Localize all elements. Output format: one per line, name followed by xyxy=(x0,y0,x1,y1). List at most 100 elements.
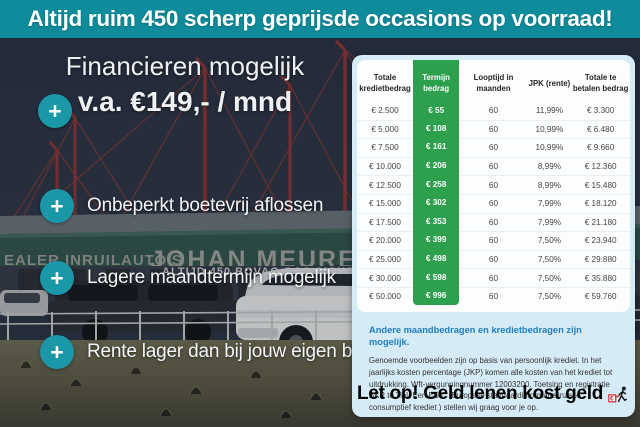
cell-termijnbedrag: € 598 xyxy=(425,272,447,282)
cell-termijnbedrag: € 108 xyxy=(425,123,447,133)
cell-looptijd: 60 xyxy=(488,106,499,116)
cell-jkp: 8,99% xyxy=(527,175,572,194)
cell-jkp: 7,99% xyxy=(527,212,572,232)
cell-kredietbedrag: € 2.500 xyxy=(371,106,399,116)
cell-termijnbedrag: € 498 xyxy=(425,254,447,264)
footer-disclaimer: Genoemde voorbeelden zijn op basis van p… xyxy=(369,356,613,412)
table-row: € 15.000 € 302 60 7,99% € 18.120 xyxy=(357,193,630,213)
table-row: € 50.000 € 996 60 7,50% € 59.760 xyxy=(357,286,630,306)
promo-bullet: + Lagere maandtermijn mogelijk xyxy=(40,261,336,295)
table-row: € 7.500 € 161 60 10,99% € 9.660 xyxy=(357,138,630,157)
promo-bullet: + Onbeperkt boetevrij aflossen xyxy=(40,189,323,223)
table-header: Totale kredietbedrag Termijn bedrag Loop… xyxy=(357,60,630,102)
cell-kredietbedrag: € 5.000 xyxy=(357,119,413,139)
cell-kredietbedrag: € 17.500 xyxy=(357,212,413,232)
cell-looptijd: 60 xyxy=(459,138,528,157)
cell-kredietbedrag: € 7.500 xyxy=(357,138,413,157)
cell-jkp: 11,99% xyxy=(535,106,564,116)
cell-totaal: € 35.880 xyxy=(571,268,630,287)
footer-highlight: Andere maandbedragen en kredietbedragen … xyxy=(369,325,582,348)
banner-text: Altijd ruim 450 scherp geprijsde occasio… xyxy=(27,6,613,31)
cell-termijnbedrag: € 258 xyxy=(425,179,447,189)
cell-looptijd: 60 xyxy=(459,193,528,213)
cell-kredietbedrag: € 25.000 xyxy=(357,249,413,269)
cell-looptijd: 60 xyxy=(459,212,528,232)
cell-jkp: 7,50% xyxy=(527,231,572,250)
cell-totaal: € 3.300 xyxy=(586,106,615,116)
cell-jkp: 7,99% xyxy=(527,193,572,213)
cell-jkp: 7,50% xyxy=(527,286,572,306)
cell-kredietbedrag: € 12.500 xyxy=(357,175,413,194)
promo-bullet: + Rente lager dan bij jouw eigen bank xyxy=(40,335,382,369)
headline-line2: v.a. €149,- / mnd xyxy=(77,85,293,117)
financing-card: Totale kredietbedrag Termijn bedrag Loop… xyxy=(352,55,635,417)
header-totaal: Totale te betalen bedrag xyxy=(572,73,629,93)
svg-text:€: € xyxy=(610,395,614,402)
cell-termijnbedrag: € 399 xyxy=(425,235,447,245)
cell-looptijd: 60 xyxy=(459,286,528,306)
table-row: € 30.000 € 598 60 7,50% € 35.880 xyxy=(357,268,630,287)
plus-icon: + xyxy=(40,189,74,223)
bullet-label: Rente lager dan bij jouw eigen bank xyxy=(87,341,383,362)
cell-totaal: € 15.480 xyxy=(571,175,630,194)
cell-kredietbedrag: € 20.000 xyxy=(357,231,413,250)
cell-termijnbedrag: € 206 xyxy=(425,161,447,171)
card-footer: Andere maandbedragen en kredietbedragen … xyxy=(357,312,630,412)
cell-looptijd: 60 xyxy=(459,119,528,139)
cell-termijnbedrag: € 161 xyxy=(425,142,447,152)
cell-totaal: € 59.760 xyxy=(571,286,630,306)
cell-totaal: € 29.880 xyxy=(571,249,630,269)
header-jkp: JPK (rente) xyxy=(528,78,571,88)
header-looptijd: Looptijd in maanden xyxy=(473,73,514,93)
table-row: € 12.500 € 258 60 8,99% € 15.480 xyxy=(357,175,630,194)
termijn-column-highlight xyxy=(412,60,460,305)
cell-looptijd: 60 xyxy=(459,231,528,250)
cell-looptijd: 60 xyxy=(459,156,528,176)
cell-termijnbedrag: € 353 xyxy=(425,216,447,226)
plus-icon: + xyxy=(40,335,74,369)
plus-glyph: + xyxy=(48,97,62,124)
headline-line1: Financieren mogelijk xyxy=(65,51,305,81)
table-row: € 25.000 € 498 60 7,50% € 29.880 xyxy=(357,249,630,269)
loan-warning: Let op! Geld lenen kost geld € xyxy=(357,383,630,405)
cell-jkp: 8,99% xyxy=(527,156,572,176)
cell-looptijd: 60 xyxy=(459,175,528,194)
bullet-label: Lagere maandtermijn mogelijk xyxy=(87,267,336,288)
cell-totaal: € 6.480 xyxy=(571,119,630,139)
cell-kredietbedrag: € 15.000 xyxy=(357,193,413,213)
loan-warning-text: Let op! Geld lenen kost geld xyxy=(357,383,604,404)
plus-icon: + xyxy=(38,94,72,128)
table-row: € 20.000 € 399 60 7,50% € 23.940 xyxy=(357,231,630,250)
cell-looptijd: 60 xyxy=(459,268,528,287)
finance-headline: + Financieren mogelijk v.a. €149,- / mnd xyxy=(26,50,344,128)
table-row: € 17.500 € 353 60 7,99% € 21.180 xyxy=(357,212,630,232)
cell-looptijd: 60 xyxy=(459,249,528,269)
cell-termijnbedrag: € 55 xyxy=(428,106,445,116)
table-body: € 2.500 € 55 60 11,99% € 3.300 € 5.000 €… xyxy=(357,102,630,306)
cell-jkp: 7,50% xyxy=(527,268,572,287)
plus-glyph: + xyxy=(50,192,64,219)
cell-totaal: € 12.360 xyxy=(571,156,630,176)
cell-totaal: € 23.940 xyxy=(571,231,630,250)
bullet-label: Onbeperkt boetevrij aflossen xyxy=(87,195,324,216)
cell-totaal: € 9.660 xyxy=(571,138,630,157)
cell-totaal: € 18.120 xyxy=(571,193,630,213)
table-row: € 10.000 € 206 60 8,99% € 12.360 xyxy=(357,156,630,176)
cell-kredietbedrag: € 10.000 xyxy=(357,156,413,176)
header-kredietbedrag: Totale kredietbedrag xyxy=(359,73,411,93)
cell-jkp: 10,99% xyxy=(527,119,572,139)
plus-icon: + xyxy=(40,261,74,295)
financing-table: Totale kredietbedrag Termijn bedrag Loop… xyxy=(357,60,630,312)
header-termijnbedrag: Termijn bedrag xyxy=(422,73,450,93)
table-row: € 2.500 € 55 60 11,99% € 3.300 xyxy=(357,102,630,120)
cell-kredietbedrag: € 50.000 xyxy=(357,286,413,306)
plus-glyph: + xyxy=(50,338,64,365)
plus-glyph: + xyxy=(50,264,64,291)
cell-totaal: € 21.180 xyxy=(571,212,630,232)
table-row: € 5.000 € 108 60 10,99% € 6.480 xyxy=(357,119,630,139)
geld-lenen-kost-geld-icon: € xyxy=(608,386,628,402)
cell-jkp: 10,99% xyxy=(527,138,572,157)
cell-jkp: 7,50% xyxy=(527,249,572,269)
top-banner: Altijd ruim 450 scherp geprijsde occasio… xyxy=(0,0,640,38)
